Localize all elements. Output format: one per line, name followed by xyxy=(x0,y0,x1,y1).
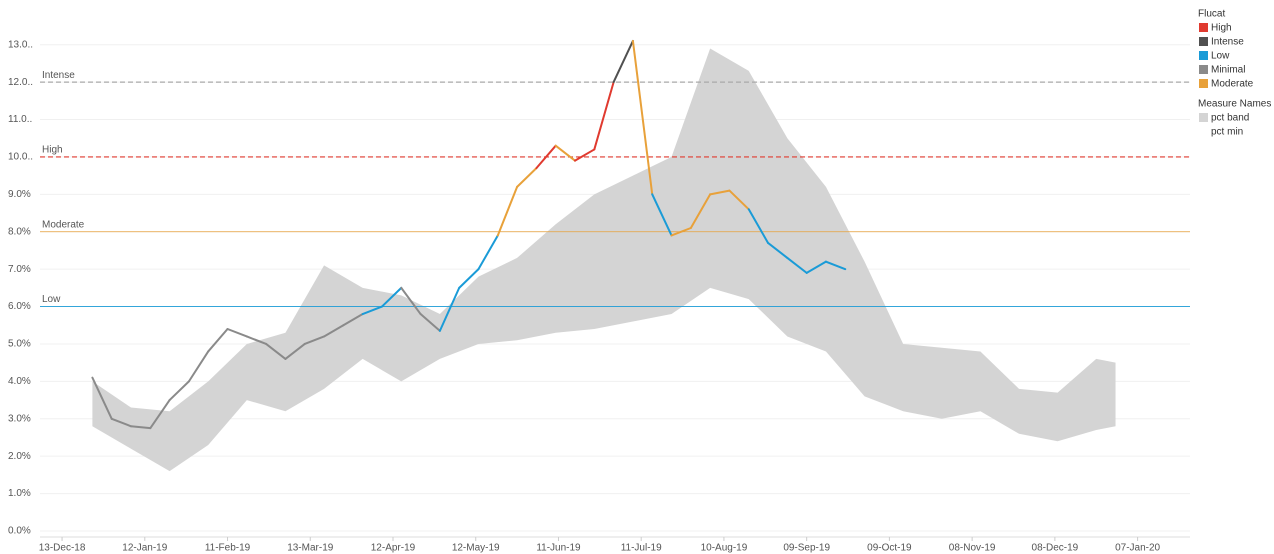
legend-swatch xyxy=(1199,51,1208,60)
x-tick-label: 08-Nov-19 xyxy=(949,543,996,554)
flucat-line-segment xyxy=(380,286,403,308)
legend-swatch xyxy=(1199,37,1208,46)
y-tick-label: 3.0% xyxy=(8,413,31,424)
flucat-line-segment xyxy=(535,144,557,170)
legend-swatch xyxy=(1199,113,1208,122)
x-tick-label: 07-Jan-20 xyxy=(1115,543,1160,554)
y-tick-label: 2.0% xyxy=(8,451,31,462)
flucat-line-segment xyxy=(226,328,248,338)
x-tick-label: 11-Jun-19 xyxy=(536,543,581,554)
flucat-line-segment xyxy=(284,342,306,360)
y-tick-label: 5.0% xyxy=(8,339,31,350)
x-tick-label: 13-Dec-18 xyxy=(39,543,86,554)
y-tick-label: 8.0% xyxy=(8,226,31,237)
flucat-line-segment xyxy=(361,305,383,316)
y-tick-label: 0.0% xyxy=(8,526,31,537)
x-tick-label: 11-Jul-19 xyxy=(621,543,662,554)
flucat-line-segment xyxy=(303,335,326,345)
legend-title: Measure Names xyxy=(1198,99,1271,110)
flucat-line-segment xyxy=(477,234,499,271)
flucat-line-segment xyxy=(612,39,634,84)
reference-label: Intense xyxy=(42,70,75,81)
flucat-line-segment xyxy=(438,286,461,332)
flucat-line-segment xyxy=(458,268,480,289)
flucat-line-segment xyxy=(651,193,673,237)
legend-item: Minimal xyxy=(1211,65,1245,76)
flucat-line-segment xyxy=(670,227,692,237)
flucat-line-segment xyxy=(593,81,615,151)
flucat-line-segment xyxy=(554,144,577,162)
x-tick-label: 12-May-19 xyxy=(452,543,500,554)
flucat-line-segment xyxy=(747,208,770,244)
x-tick-label: 09-Sep-19 xyxy=(783,543,830,554)
flucat-line-segment xyxy=(689,193,712,229)
x-tick-label: 09-Oct-19 xyxy=(867,543,912,554)
legend-swatch xyxy=(1199,65,1208,74)
flucat-line-segment xyxy=(110,417,133,428)
flucat-line-segment xyxy=(728,189,750,211)
flucat-line-segment xyxy=(786,256,808,274)
flucat-line-segment xyxy=(91,376,113,420)
y-tick-label: 6.0% xyxy=(8,301,31,312)
x-tick-label: 10-Aug-19 xyxy=(701,543,748,554)
legend-item: High xyxy=(1211,23,1232,34)
y-tick-label: 1.0% xyxy=(8,488,31,499)
legend-item: pct min xyxy=(1211,127,1243,138)
y-tick-label: 13.0.. xyxy=(8,39,33,50)
flucat-line-segment xyxy=(824,260,847,271)
flucat-line-segment xyxy=(516,167,538,188)
legend-title: Flucat xyxy=(1198,9,1225,20)
x-tick-label: 12-Apr-19 xyxy=(371,543,416,554)
flucat-line-segment xyxy=(496,185,519,237)
flucat-line-segment xyxy=(400,286,422,316)
x-tick-label: 08-Dec-19 xyxy=(1032,543,1079,554)
reference-label: Low xyxy=(42,294,61,305)
y-tick-label: 7.0% xyxy=(8,264,31,275)
legend-item: pct band xyxy=(1211,113,1249,124)
flucat-line-segment xyxy=(419,313,441,332)
flucat-line-segment xyxy=(805,260,827,274)
legend-item: Low xyxy=(1211,51,1230,62)
flucat-line-segment xyxy=(767,241,789,259)
legend-swatch xyxy=(1199,23,1208,32)
flucat-line-segment xyxy=(207,328,229,353)
flucat-line-segment xyxy=(149,399,171,430)
flucat-line-segment xyxy=(323,324,345,338)
flucat-line-segment xyxy=(187,350,210,383)
flucat-line-segment xyxy=(631,39,654,196)
y-tick-label: 4.0% xyxy=(8,376,31,387)
flucat-line-segment xyxy=(709,189,731,196)
flucat-line-segment xyxy=(168,380,190,402)
y-tick-label: 10.0.. xyxy=(8,152,33,163)
x-tick-label: 12-Jan-19 xyxy=(122,543,167,554)
x-tick-label: 11-Feb-19 xyxy=(205,543,251,554)
y-tick-label: 11.0.. xyxy=(8,114,32,125)
y-tick-label: 12.0.. xyxy=(8,77,33,88)
pct-band xyxy=(92,48,1116,472)
flucat-line-segment xyxy=(265,342,287,360)
legend-swatch xyxy=(1199,79,1208,88)
legend-item: Moderate xyxy=(1211,79,1254,90)
flucat-line-segment xyxy=(342,313,364,327)
flucat-line-segment xyxy=(245,335,268,345)
reference-label: High xyxy=(42,145,63,156)
flucat-line-segment xyxy=(574,148,596,162)
flucat-line-segment xyxy=(130,425,152,430)
y-tick-label: 9.0% xyxy=(8,189,31,200)
x-tick-label: 13-Mar-19 xyxy=(287,543,334,554)
reference-label: Moderate xyxy=(42,219,85,230)
legend-item: Intense xyxy=(1211,37,1244,48)
